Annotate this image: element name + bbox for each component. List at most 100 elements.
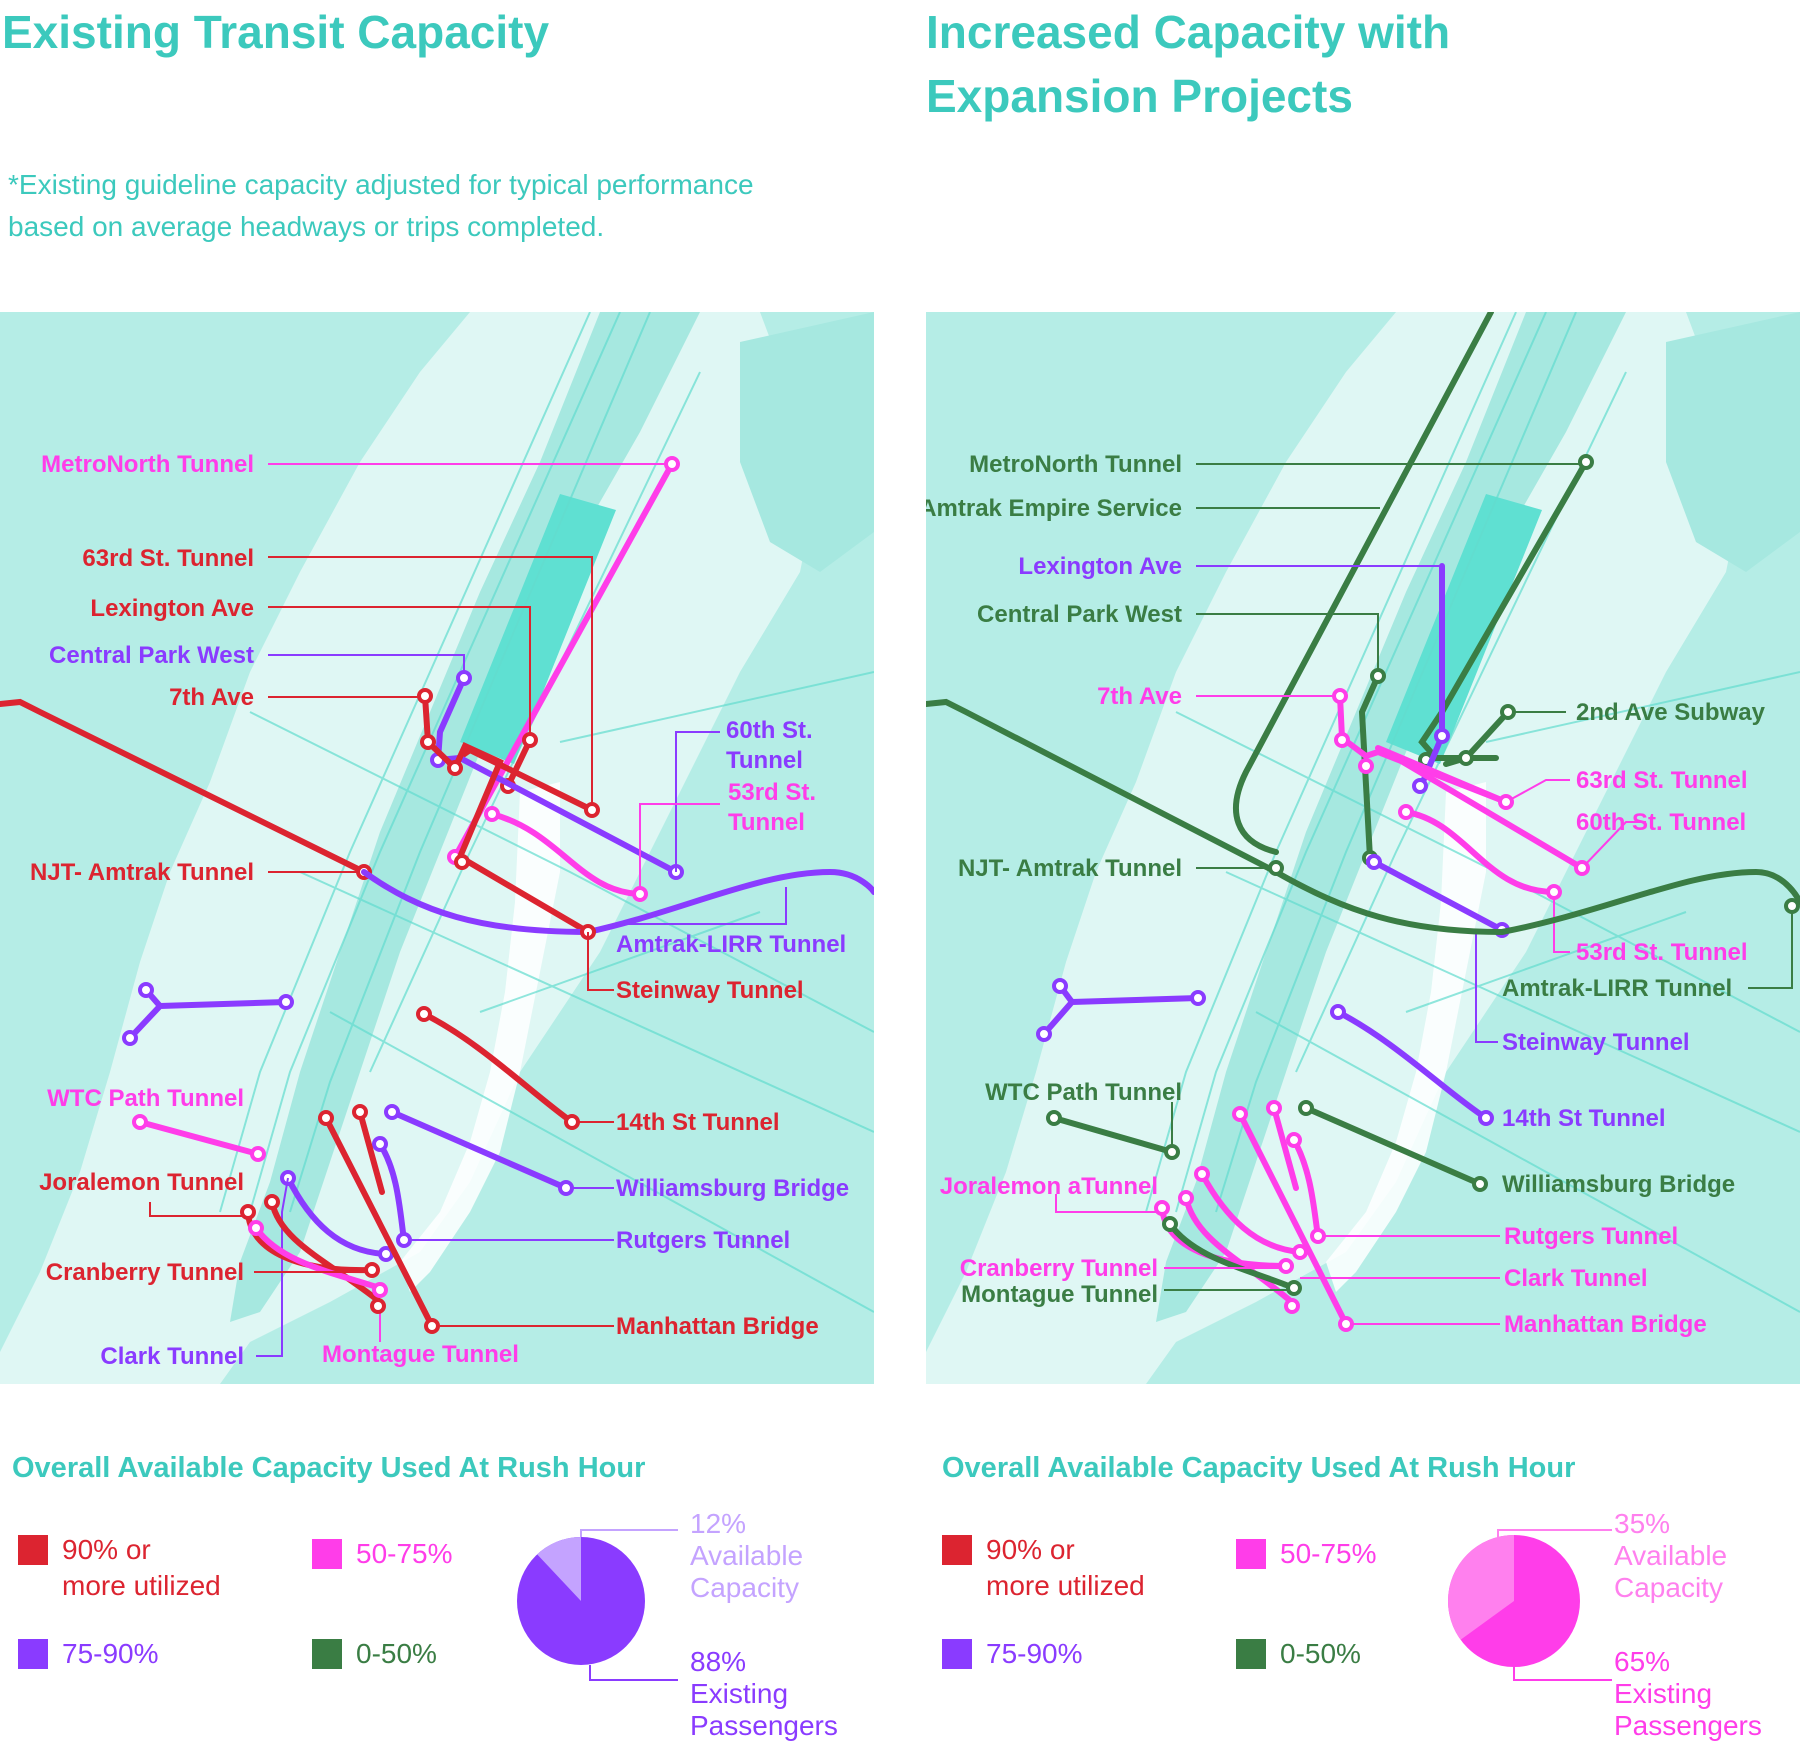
steinway-tunnel-line [1371, 859, 1505, 933]
jersey-branch-station [138, 982, 154, 998]
manhattan-bridge-station-3 [1338, 1316, 1354, 1332]
tunnel-53rd-line [489, 811, 643, 897]
label-63rd-tunnel: 63rd St. Tunnel [82, 545, 254, 572]
joralemon-station-2 [1278, 1258, 1294, 1274]
tunnel-53rd-leader [639, 803, 720, 894]
tunnel-14th-station-2 [1478, 1110, 1494, 1126]
seventh-ave-station-4 [454, 854, 470, 870]
legend-purple-label: 75-90% [986, 1638, 1083, 1669]
label-clark-tunnel: Clark Tunnel [100, 1343, 244, 1370]
left-legend-red: 90% or more utilized [18, 1532, 221, 1604]
second-ave-station [1500, 704, 1516, 720]
right-legend-red: 90% or more utilized [942, 1532, 1145, 1604]
street-grid [1145, 312, 1800, 1313]
seventh-ave-station-2 [420, 734, 436, 750]
left-legend-green: 0-50% [312, 1636, 437, 1672]
label-clark-tunnel: Clark Tunnel [1504, 1265, 1648, 1292]
wtc-path-station [1046, 1110, 1062, 1126]
legend-red-line2: more utilized [986, 1570, 1145, 1601]
label-williamsburg-bridge: Williamsburg Bridge [616, 1175, 849, 1202]
label-53rd-tunnel-1: 53rd St. [728, 779, 816, 806]
left-footnote: *Existing guideline capacity adjusted fo… [8, 164, 754, 248]
swatch-purple [18, 1639, 48, 1669]
rutgers-station-2 [396, 1232, 412, 1248]
right-title: Increased Capacity with Expansion Projec… [926, 0, 1450, 128]
amtrak-lirr-leader [1748, 912, 1793, 989]
street-grid [219, 312, 874, 1313]
label-metronorth-tunnel: MetroNorth Tunnel [41, 451, 254, 478]
amtrak-lirr-station [1784, 898, 1800, 914]
jersey-branch-station-2 [122, 1030, 138, 1046]
right-pie-available-label: 35% Available Capacity [1614, 1508, 1727, 1604]
label-central-park-west: Central Park West [977, 601, 1182, 628]
right-pie-existing-leader [1513, 1667, 1612, 1681]
seventh-ave-station [417, 688, 433, 704]
label-60th-tunnel-2: Tunnel [726, 747, 803, 774]
right-title-line2: Expansion Projects [926, 70, 1353, 122]
label-60th-tunnel-1: 60th St. [726, 717, 813, 744]
manhattan-bridge-station [1232, 1106, 1248, 1122]
left-legend-magenta: 50-75% [312, 1536, 453, 1572]
joralemon-leader [149, 1202, 248, 1217]
tunnel-53rd-station [1398, 804, 1414, 820]
tunnel-63rd-station [1498, 794, 1514, 810]
njt-amtrak-station [1268, 860, 1284, 876]
seventh-ave-station-3 [1358, 758, 1374, 774]
njt-amtrak-tunnel-line [0, 698, 367, 875]
montague-tunnel-line [253, 1225, 383, 1291]
label-amtrak-lirr-tunnel: Amtrak-LIRR Tunnel [1502, 975, 1732, 1002]
cranberry-station [1178, 1190, 1194, 1206]
label-montague-tunnel: Montague Tunnel [322, 1341, 519, 1368]
tunnel-60th-line [1383, 749, 1585, 871]
joralemon-station [1154, 1200, 1170, 1216]
queens-brooklyn-land [1146, 312, 1800, 1384]
label-rutgers-tunnel: Rutgers Tunnel [1504, 1223, 1678, 1250]
legend-red-line1: 90% or [62, 1534, 151, 1565]
amtrak-lirr-line [361, 868, 874, 936]
joralemon-station-2 [364, 1262, 380, 1278]
wtc-path-line [137, 1119, 261, 1157]
manhattan-bridge-station [318, 1110, 334, 1126]
jersey-branch-station-2 [1036, 1026, 1052, 1042]
tunnel-60th-leader [1581, 821, 1646, 869]
left-available-word: Available [690, 1540, 804, 1571]
amtrak-lirr-leader [614, 887, 787, 925]
east-river [1326, 782, 1486, 1292]
central-park-west-leader [1196, 613, 1379, 676]
williamsburg-station-2 [1472, 1176, 1488, 1192]
left-pie-existing-label: 88% Existing Passengers [690, 1646, 838, 1742]
tunnel-63rd-station [584, 802, 600, 818]
tunnel-14th-station [1330, 1004, 1346, 1020]
legend-green-label: 0-50% [356, 1638, 437, 1669]
manhattan-bridge-line [1237, 1105, 1349, 1327]
right-title-line1: Increased Capacity with [926, 6, 1451, 58]
bronx-land [1666, 312, 1800, 572]
swatch-magenta [1236, 1539, 1266, 1569]
jersey-branch-station [1052, 978, 1068, 994]
williamsburg-station [384, 1104, 400, 1120]
label-wtc-path-tunnel: WTC Path Tunnel [985, 1079, 1182, 1106]
rutgers-station-2 [1310, 1228, 1326, 1244]
manhattan-bridge-station-2 [1266, 1100, 1282, 1116]
lexington-ave-station [1434, 728, 1450, 744]
right-available-pct: 35% [1614, 1508, 1671, 1539]
seventh-ave-station-2 [1334, 732, 1350, 748]
montague-tunnel-line [1167, 1221, 1297, 1291]
left-existing-pct: 88% [690, 1646, 747, 1677]
swatch-red [18, 1535, 48, 1565]
label-14th-tunnel: 14th St Tunnel [616, 1109, 780, 1136]
label-montague-tunnel: Montague Tunnel [961, 1281, 1158, 1308]
left-pie-available-label: 12% Available Capacity [690, 1508, 803, 1604]
label-wtc-path-tunnel: WTC Path Tunnel [47, 1085, 244, 1112]
montague-station-2 [372, 1282, 388, 1298]
left-existing-word: Existing [690, 1678, 789, 1709]
steinway-leader [587, 932, 614, 991]
label-joralemon-tunnel: Joralemon aTunnel [940, 1173, 1158, 1200]
cranberry-station-2 [370, 1298, 386, 1314]
lexington-ave-leader [268, 606, 531, 740]
lexington-ave-line [505, 738, 533, 788]
rutgers-station [372, 1136, 388, 1152]
right-pie-chart [1447, 1529, 1612, 1681]
amtrak-empire-line [1233, 312, 1494, 855]
left-pie-available-leader [580, 1529, 678, 1537]
